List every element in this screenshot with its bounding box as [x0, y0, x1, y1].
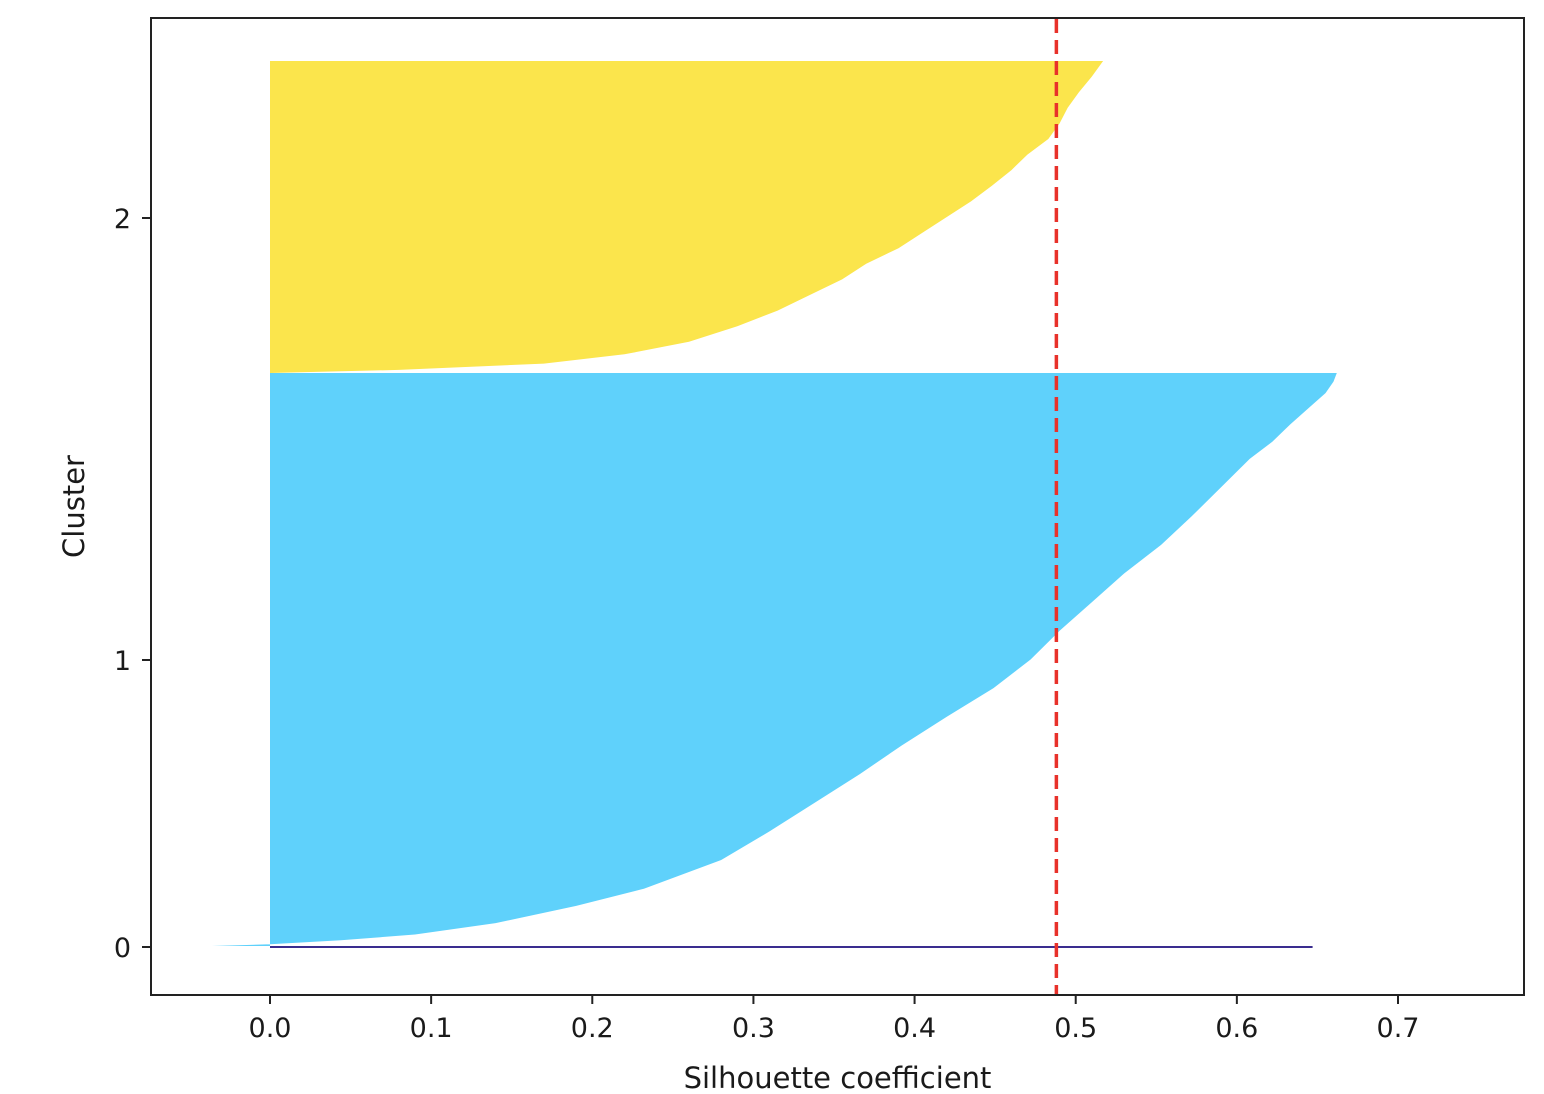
x-tick-label-5: 0.5: [1054, 1013, 1097, 1044]
x-tick-label-7: 0.7: [1377, 1013, 1420, 1044]
cluster-1-silhouette: [212, 373, 1337, 946]
cluster-2-silhouette: [270, 61, 1104, 373]
plot-area: [150, 17, 1525, 996]
y-tick-label-1: 1: [114, 646, 131, 677]
x-tick-label-0: 0.0: [249, 1013, 292, 1044]
x-axis-title: Silhouette coefficient: [684, 1061, 992, 1094]
x-axis: 0.0 0.1 0.2 0.3 0.4 0.5 0.6 0.7: [249, 995, 1420, 1044]
x-tick-label-6: 0.6: [1215, 1013, 1258, 1044]
y-axis: 0 1 2: [114, 204, 151, 964]
silhouette-bars: [212, 61, 1337, 948]
axes-frame: [150, 17, 1525, 996]
y-axis-title: Cluster: [57, 455, 91, 558]
y-tick-label-0: 0: [114, 933, 131, 964]
x-tick-label-2: 0.2: [571, 1013, 614, 1044]
x-tick-label-1: 0.1: [410, 1013, 453, 1044]
y-tick-label-2: 2: [114, 204, 131, 235]
x-tick-label-4: 0.4: [893, 1013, 936, 1044]
x-tick-label-3: 0.3: [732, 1013, 775, 1044]
